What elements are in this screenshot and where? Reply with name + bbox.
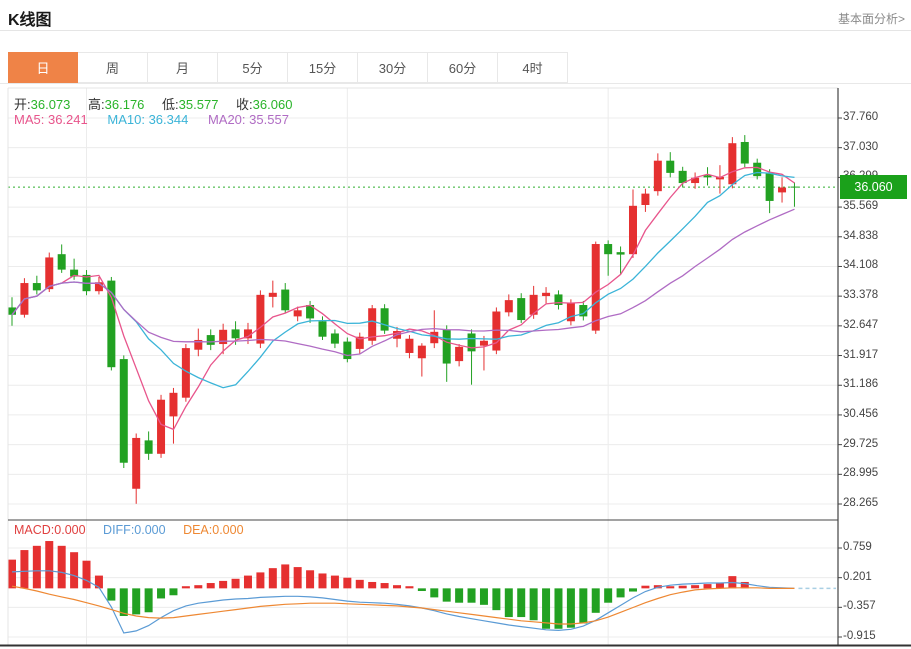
page-title: K线图 [8, 12, 52, 29]
tab-30min[interactable]: 30分 [358, 52, 428, 83]
price-axis-label: 28.265 [843, 497, 879, 509]
ma-legend: MA5: 36.241 MA10: 36.344 MA20: 35.557 [14, 112, 305, 127]
open-value: 36.073 [30, 97, 71, 112]
tabs-underline [0, 83, 911, 84]
dea-value-legend: DEA:0.000 [183, 523, 244, 537]
fundamental-analysis-link[interactable]: 基本面分析> [837, 12, 905, 26]
ma20-legend: MA20: 35.557 [207, 112, 289, 127]
macd-legend: MACD:0.000 DIFF:0.000 DEA:0.000 [14, 523, 258, 537]
low-value: 35.577 [178, 97, 219, 112]
open-label: 开: [14, 97, 31, 112]
current-price-badge: 36.060 [840, 175, 907, 199]
tab-60min[interactable]: 60分 [428, 52, 498, 83]
macd-axis-label: 0.201 [843, 570, 872, 583]
price-axis-label: 35.569 [843, 200, 879, 213]
price-axis-label: 28.995 [843, 467, 879, 480]
macd-axis-label: -0.357 [843, 600, 876, 613]
high-value: 36.176 [104, 97, 145, 112]
price-axis-label: 31.186 [843, 378, 879, 391]
price-axis-label: 37.030 [843, 140, 879, 153]
tab-5min[interactable]: 5分 [218, 52, 288, 83]
price-axis-label: 32.647 [843, 318, 879, 331]
price-axis-label: 37.760 [843, 111, 879, 123]
tab-15min[interactable]: 15分 [288, 52, 358, 83]
price-axis-label: 30.456 [843, 407, 879, 420]
price-axis-label: 31.917 [843, 348, 879, 361]
close-value: 36.060 [252, 97, 293, 112]
period-tabs: 日 周 月 5分 15分 30分 60分 4时 [8, 52, 568, 83]
macd-axis-label: -0.915 [843, 630, 876, 642]
ma10-legend: MA10: 36.344 [107, 112, 189, 127]
close-label: 收: [236, 97, 253, 112]
tab-day[interactable]: 日 [8, 52, 78, 83]
high-label: 高: [88, 97, 105, 112]
ohlc-legend: 开:36.073 高:36.176 低:35.577 收:36.060 [14, 94, 306, 113]
tab-4hour[interactable]: 4时 [498, 52, 568, 83]
tab-month[interactable]: 月 [148, 52, 218, 83]
macd-value-legend: MACD:0.000 [14, 523, 86, 537]
tab-week[interactable]: 周 [78, 52, 148, 83]
price-axis-label: 34.838 [843, 229, 879, 242]
header-divider [0, 30, 911, 31]
low-label: 低: [162, 97, 179, 112]
price-axis-label: 33.378 [843, 289, 879, 302]
diff-value-legend: DIFF:0.000 [103, 523, 166, 537]
ma5-legend: MA5: 36.241 [14, 112, 88, 127]
price-axis-label: 34.108 [843, 259, 879, 272]
price-axis-label: 29.725 [843, 437, 879, 450]
macd-axis-label: 0.759 [843, 541, 872, 553]
